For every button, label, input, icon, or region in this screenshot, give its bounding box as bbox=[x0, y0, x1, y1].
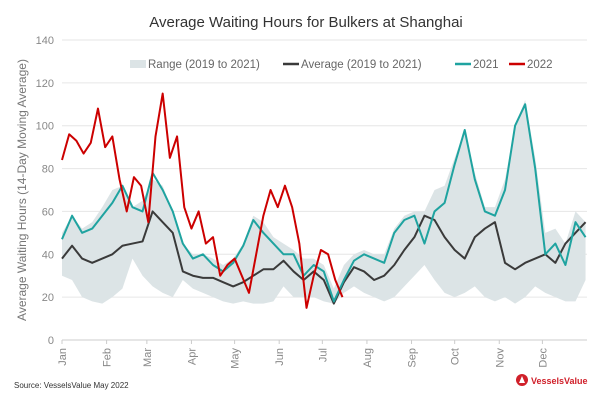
x-tick-label: Feb bbox=[102, 348, 114, 367]
y-tick-label: 60 bbox=[42, 206, 54, 218]
source-note: Source: VesselsValue May 2022 bbox=[14, 381, 129, 390]
y-tick-label: 20 bbox=[42, 292, 54, 304]
x-tick-label: Jul bbox=[317, 348, 329, 362]
vesselsvalue-logo: VesselsValue bbox=[516, 374, 588, 386]
x-tick-label: May bbox=[230, 348, 242, 369]
series-line-2022 bbox=[61, 92, 344, 309]
y-axis-label: Average Waiting Hours (14-Day Moving Ave… bbox=[15, 59, 29, 321]
y-tick-label: 80 bbox=[42, 164, 54, 176]
legend-label: 2022 bbox=[527, 59, 553, 71]
y-tick-label: 140 bbox=[36, 35, 54, 47]
y-tick-label: 0 bbox=[48, 335, 54, 347]
legend-label: Average (2019 to 2021) bbox=[301, 59, 422, 71]
range-area bbox=[62, 100, 586, 304]
x-tick-label: Oct bbox=[450, 348, 462, 365]
legend-swatch bbox=[130, 60, 146, 68]
y-tick-label: 100 bbox=[36, 121, 54, 133]
x-tick-label: Sep bbox=[407, 348, 419, 368]
legend: Range (2019 to 2021) Average (2019 to 202… bbox=[130, 59, 553, 71]
logo-text: VesselsValue bbox=[531, 376, 588, 386]
x-tick-label: Jun bbox=[274, 348, 286, 366]
x-tick-label: Apr bbox=[186, 348, 198, 365]
x-tick-label: Mar bbox=[142, 348, 154, 367]
x-tick-label: Nov bbox=[494, 348, 506, 368]
x-tick-label: Jan bbox=[57, 348, 69, 366]
y-tick-label: 40 bbox=[42, 249, 54, 261]
x-tick-label: Dec bbox=[537, 348, 549, 368]
x-tick-label: Aug bbox=[362, 348, 374, 368]
legend-label: 2021 bbox=[473, 59, 499, 71]
legend-label: Range (2019 to 2021) bbox=[148, 59, 260, 71]
chart-title: Average Waiting Hours for Bulkers at Sha… bbox=[149, 14, 463, 31]
y-tick-label: 120 bbox=[36, 78, 54, 90]
series-line-2021 bbox=[61, 103, 587, 303]
